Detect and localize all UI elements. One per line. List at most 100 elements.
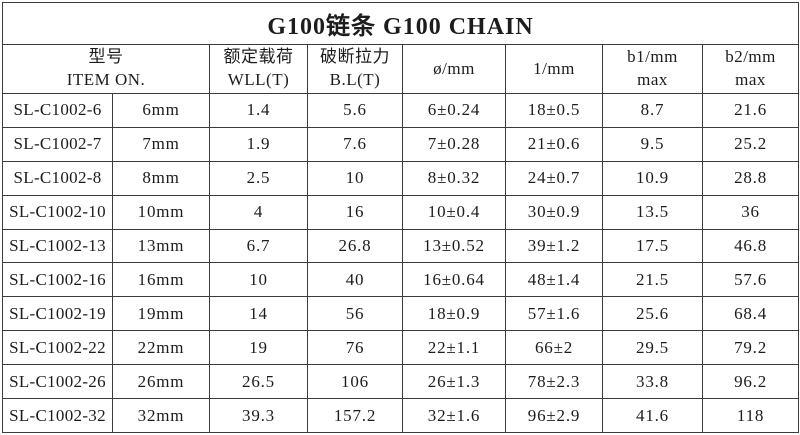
cell-diameter: 10±0.4 — [402, 194, 506, 230]
cell-breaking-load: 26.8 — [307, 228, 403, 264]
cell-b2-max: 96.2 — [701, 364, 800, 400]
table-row: SL-C1002-16 16mm 10 40 16±0.64 48±1.4 21… — [2, 262, 800, 298]
cell-diameter: 7±0.28 — [402, 126, 506, 162]
cell-breaking-load: 5.6 — [307, 93, 403, 128]
cell-diameter: 18±0.9 — [402, 296, 506, 332]
cell-b2-max: 46.8 — [701, 228, 800, 264]
cell-length: 39±1.2 — [505, 228, 603, 264]
cell-length: 18±0.5 — [505, 93, 603, 128]
cell-model: SL-C1002-7 — [2, 126, 113, 162]
cell-breaking-load: 76 — [307, 330, 403, 366]
cell-b1-max: 17.5 — [602, 228, 703, 264]
col-header-wll-cn: 额定载荷 — [223, 47, 294, 67]
cell-breaking-load: 157.2 — [307, 398, 403, 433]
table-body: SL-C1002-6 6mm 1.4 5.6 6±0.24 18±0.5 8.7… — [2, 93, 800, 433]
cell-diameter: 22±1.1 — [402, 330, 506, 366]
cell-model: SL-C1002-32 — [2, 398, 113, 433]
cell-b1-max: 25.6 — [602, 296, 703, 332]
cell-b1-max: 8.7 — [602, 93, 703, 128]
col-header-diameter: ø/mm — [402, 44, 506, 94]
cell-wll: 2.5 — [209, 160, 308, 196]
col-header-b1-line2: max — [637, 70, 668, 89]
col-header-b1-line1: b1/mm — [627, 47, 678, 67]
cell-size: 8mm — [112, 160, 210, 196]
cell-wll: 26.5 — [209, 364, 308, 400]
cell-size: 13mm — [112, 228, 210, 264]
cell-b2-max: 79.2 — [701, 330, 800, 366]
cell-b2-max: 118 — [701, 398, 800, 433]
col-header-model: 型号 ITEM ON. — [2, 44, 210, 94]
cell-model: SL-C1002-6 — [2, 93, 113, 128]
table-row: SL-C1002-26 26mm 26.5 106 26±1.3 78±2.3 … — [2, 364, 800, 400]
col-header-b2-line1: b2/mm — [725, 47, 776, 67]
cell-model: SL-C1002-10 — [2, 194, 113, 230]
cell-breaking-load: 56 — [307, 296, 403, 332]
table-row: SL-C1002-10 10mm 4 16 10±0.4 30±0.9 13.5… — [2, 194, 800, 230]
cell-b1-max: 9.5 — [602, 126, 703, 162]
cell-size: 6mm — [112, 93, 210, 128]
cell-wll: 10 — [209, 262, 308, 298]
cell-b1-max: 29.5 — [602, 330, 703, 366]
cell-b2-max: 57.6 — [701, 262, 800, 298]
cell-length: 21±0.6 — [505, 126, 603, 162]
cell-wll: 39.3 — [209, 398, 308, 433]
cell-b2-max: 68.4 — [701, 296, 800, 332]
title-row: G100链条 G100 CHAIN — [1, 2, 800, 45]
cell-breaking-load: 106 — [307, 364, 403, 400]
cell-model: SL-C1002-13 — [2, 228, 113, 264]
cell-b2-max: 21.6 — [701, 93, 800, 128]
cell-length: 66±2 — [505, 330, 603, 366]
cell-length: 30±0.9 — [505, 194, 603, 230]
table-row: SL-C1002-32 32mm 39.3 157.2 32±1.6 96±2.… — [2, 398, 800, 433]
cell-size: 19mm — [112, 296, 210, 332]
table-row: SL-C1002-22 22mm 19 76 22±1.1 66±2 29.5 … — [2, 330, 800, 366]
cell-size: 10mm — [112, 194, 210, 230]
table-row: SL-C1002-19 19mm 14 56 18±0.9 57±1.6 25.… — [2, 296, 800, 332]
table-row: SL-C1002-13 13mm 6.7 26.8 13±0.52 39±1.2… — [2, 228, 800, 264]
col-header-wll-en: WLL(T) — [227, 70, 290, 89]
cell-diameter: 8±0.32 — [402, 160, 506, 196]
cell-diameter: 13±0.52 — [402, 228, 506, 264]
cell-size: 32mm — [112, 398, 210, 433]
cell-diameter: 16±0.64 — [402, 262, 506, 298]
cell-size: 16mm — [112, 262, 210, 298]
cell-length: 57±1.6 — [505, 296, 603, 332]
cell-b1-max: 33.8 — [602, 364, 703, 400]
cell-breaking-load: 7.6 — [307, 126, 403, 162]
col-header-breaking-en: B.L(T) — [329, 70, 381, 89]
col-header-wll: 额定载荷 WLL(T) — [209, 44, 308, 94]
col-header-breaking-cn: 破断拉力 — [320, 47, 390, 67]
cell-model: SL-C1002-22 — [2, 330, 113, 366]
cell-model: SL-C1002-8 — [2, 160, 113, 196]
header-row: 型号 ITEM ON. 额定载荷 WLL(T) 破断拉力 B.L(T) ø/mm… — [2, 44, 800, 94]
cell-diameter: 32±1.6 — [402, 398, 506, 433]
cell-wll: 14 — [209, 296, 308, 332]
table-row: SL-C1002-7 7mm 1.9 7.6 7±0.28 21±0.6 9.5… — [2, 126, 800, 162]
table-row: SL-C1002-8 8mm 2.5 10 8±0.32 24±0.7 10.9… — [2, 160, 800, 196]
cell-breaking-load: 16 — [307, 194, 403, 230]
cell-size: 26mm — [112, 364, 210, 400]
cell-length: 48±1.4 — [505, 262, 603, 298]
cell-wll: 6.7 — [209, 228, 308, 264]
cell-length: 24±0.7 — [505, 160, 603, 196]
table-row: SL-C1002-6 6mm 1.4 5.6 6±0.24 18±0.5 8.7… — [2, 93, 800, 128]
cell-wll: 19 — [209, 330, 308, 366]
cell-model: SL-C1002-16 — [2, 262, 113, 298]
cell-b2-max: 25.2 — [701, 126, 800, 162]
col-header-breaking: 破断拉力 B.L(T) — [307, 44, 403, 94]
col-header-model-cn: 型号 — [88, 47, 124, 67]
col-header-b2-line2: max — [735, 70, 766, 89]
cell-diameter: 26±1.3 — [402, 364, 506, 400]
cell-wll: 1.4 — [209, 93, 308, 128]
cell-diameter: 6±0.24 — [402, 93, 506, 128]
cell-size: 7mm — [112, 126, 210, 162]
cell-size: 22mm — [112, 330, 210, 366]
cell-b1-max: 13.5 — [602, 194, 703, 230]
cell-b2-max: 36 — [701, 194, 800, 230]
cell-length: 96±2.9 — [505, 398, 603, 433]
cell-wll: 1.9 — [209, 126, 308, 162]
col-header-b2: b2/mm max — [701, 44, 800, 94]
cell-breaking-load: 10 — [307, 160, 403, 196]
col-header-length: 1/mm — [505, 44, 603, 94]
